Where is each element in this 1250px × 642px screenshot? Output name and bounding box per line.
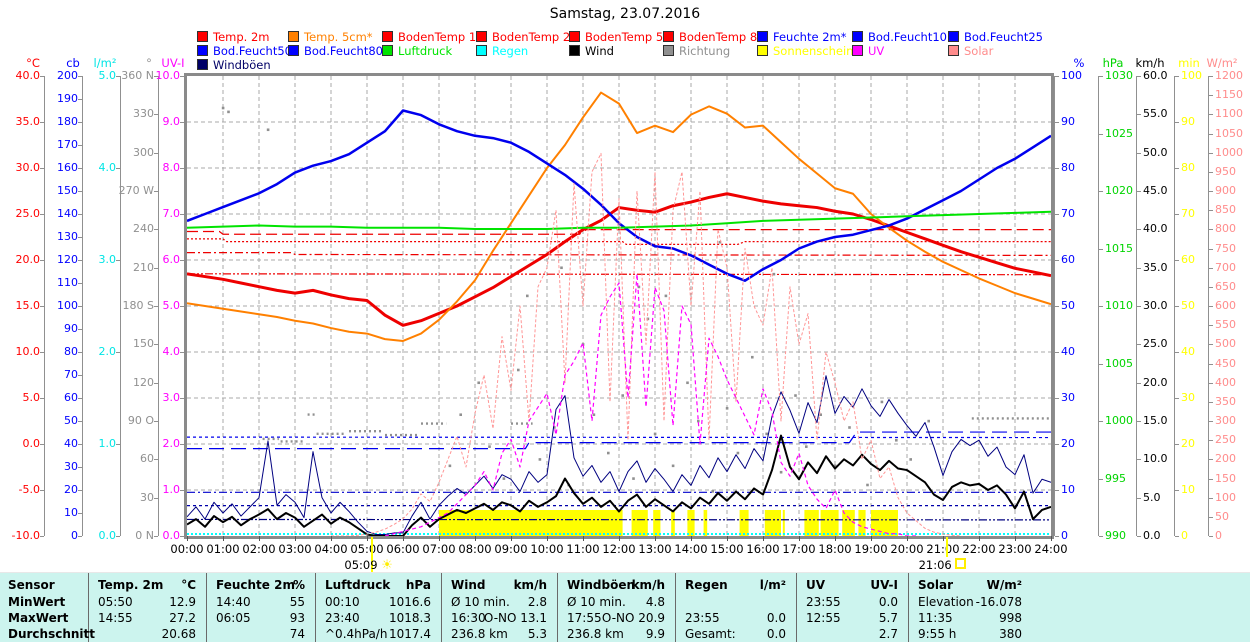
x-tick	[223, 536, 224, 541]
x-tick	[655, 536, 656, 541]
x-tick	[583, 536, 584, 541]
x-tick	[727, 536, 728, 541]
table-cell: 27.2	[88, 611, 196, 625]
table-cell: O-NO 13.1	[441, 611, 547, 625]
table-col-wind-unit: km/h	[441, 578, 547, 592]
table-col-luftdruck-unit: hPa	[315, 578, 431, 592]
table-cell: 998	[908, 611, 1022, 625]
table-cell: 2.8	[441, 595, 547, 609]
table-col-windb-en-unit: km/h	[557, 578, 665, 592]
table-cell: 0.0	[796, 595, 898, 609]
sunrise-time: 05:09	[344, 558, 381, 572]
table-row-label-minwert: MinWert	[8, 595, 65, 609]
x-tick	[187, 536, 188, 541]
sunset-marker-line	[946, 537, 948, 557]
table-cell: -16.078	[908, 595, 1022, 609]
table-col-feuchte-2m-unit: %	[206, 578, 305, 592]
table-cell: 1017.4	[315, 627, 431, 641]
x-tick	[547, 536, 548, 541]
x-tick	[979, 536, 980, 541]
table-cell: 4.8	[557, 595, 665, 609]
table-cell: 12.9	[88, 595, 196, 609]
x-tick	[403, 536, 404, 541]
x-tick	[619, 536, 620, 541]
x-tick	[1015, 536, 1016, 541]
table-cell: 1016.6	[315, 595, 431, 609]
sunrise-label: 05:09 ☀	[344, 558, 392, 573]
table-cell: 0.0	[675, 627, 786, 641]
table-cell: 2.7	[796, 627, 898, 641]
table-col-regen-unit: l/m²	[675, 578, 786, 592]
table-cell: 74	[206, 627, 305, 641]
sunset-label: 21:06	[919, 558, 967, 572]
x-tick	[259, 536, 260, 541]
table-row-label-maxwert: MaxWert	[8, 611, 68, 625]
x-tick	[907, 536, 908, 541]
x-tick	[475, 536, 476, 541]
x-tick	[943, 536, 944, 541]
x-tick	[511, 536, 512, 541]
x-tick-label: 24:00	[1029, 542, 1073, 556]
x-tick	[799, 536, 800, 541]
x-tick	[871, 536, 872, 541]
x-tick	[331, 536, 332, 541]
sunset-icon	[955, 558, 966, 569]
table-col-solar-unit: W/m²	[908, 578, 1022, 592]
table-cell: 55	[206, 595, 305, 609]
sunset-time: 21:06	[919, 558, 956, 572]
x-tick	[835, 536, 836, 541]
table-cell: 1018.3	[315, 611, 431, 625]
table-col-uv-unit: UV-I	[796, 578, 898, 592]
table-cell: 5.3	[441, 627, 547, 641]
x-tick	[295, 536, 296, 541]
x-tick	[1051, 536, 1052, 541]
x-tick	[367, 536, 368, 541]
table-cell: 5.7	[796, 611, 898, 625]
table-cell: 380	[908, 627, 1022, 641]
table-cell: 20.68	[88, 627, 196, 641]
table-cell: 9.9	[557, 627, 665, 641]
table-row-label-durchschnitt: Durchschnitt	[8, 627, 95, 641]
x-tick	[763, 536, 764, 541]
sun-icon: ☀	[381, 558, 393, 573]
table-cell: O-NO 20.9	[557, 611, 665, 625]
table-cell: 0.0	[675, 611, 786, 625]
x-tick	[439, 536, 440, 541]
table-corner-label: Sensor	[8, 578, 55, 592]
table-cell: 93	[206, 611, 305, 625]
table-col-temp-2m-unit: °C	[88, 578, 196, 592]
x-tick	[691, 536, 692, 541]
